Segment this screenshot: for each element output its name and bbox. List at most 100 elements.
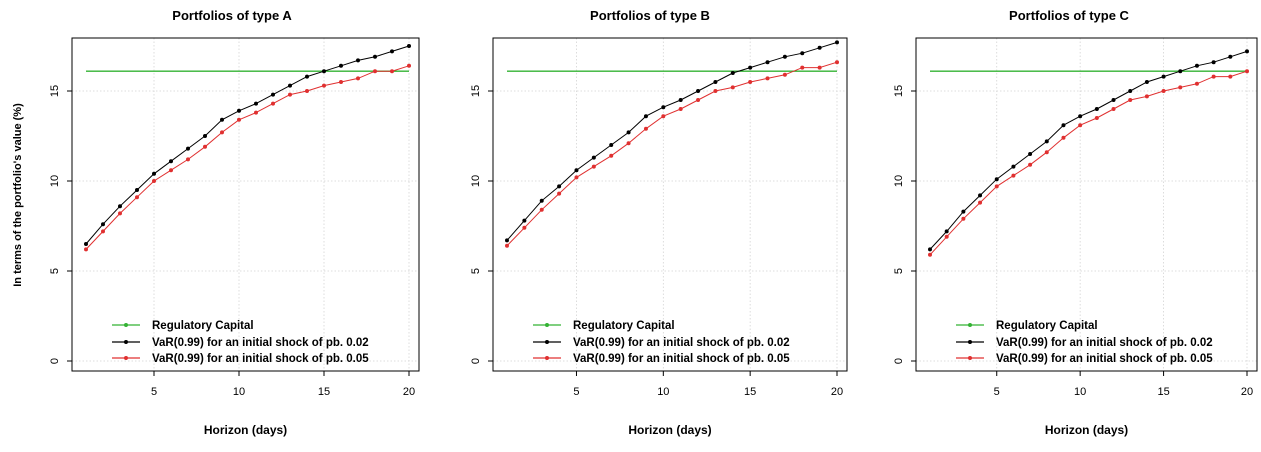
data-point <box>1245 49 1249 54</box>
data-point <box>609 143 614 147</box>
data-point <box>305 74 309 79</box>
series-line-3 <box>506 61 838 247</box>
data-point <box>1028 152 1033 156</box>
data-point <box>186 157 190 162</box>
x-tick-label: 20 <box>831 386 843 398</box>
y-tick-label: 15 <box>893 85 905 97</box>
y-tick-label: 10 <box>49 175 61 187</box>
x-tick-label: 10 <box>1074 386 1086 398</box>
data-point <box>835 40 839 45</box>
plot-frame <box>492 37 848 372</box>
data-point <box>135 188 139 192</box>
data-point <box>220 117 224 122</box>
data-point <box>169 159 173 164</box>
x-tick-label: 5 <box>151 386 157 398</box>
x-axis-label: Horizon (days) <box>628 423 711 437</box>
data-point <box>1194 63 1199 68</box>
data-point <box>817 65 822 70</box>
data-point <box>373 54 377 59</box>
x-tick-label: 15 <box>744 386 756 398</box>
data-point <box>1061 135 1066 140</box>
legend-marker <box>545 323 549 327</box>
y-tick-label: 15 <box>49 85 61 97</box>
data-point <box>1228 74 1233 79</box>
data-point <box>407 44 411 48</box>
legend-marker <box>968 323 972 327</box>
data-point <box>1245 69 1249 74</box>
data-point <box>1161 89 1166 93</box>
x-tick-label: 10 <box>233 386 245 398</box>
chart-panel-1: Portfolios of type A 5 10 15 20 0 5 10 15 Horizon… <box>49 8 420 437</box>
data-point <box>994 184 999 189</box>
data-point <box>1178 69 1183 74</box>
y-tick-label: 0 <box>893 358 905 364</box>
data-point <box>356 76 360 81</box>
data-point <box>928 247 932 252</box>
data-point <box>505 243 509 248</box>
y-axis-label: In terms of the portfolio's value (%) <box>12 103 24 287</box>
y-tick-label: 0 <box>49 358 61 364</box>
data-point <box>978 193 983 198</box>
data-point <box>961 209 966 214</box>
data-point <box>713 89 718 93</box>
data-point <box>254 101 258 106</box>
data-point <box>994 177 999 182</box>
data-point <box>186 146 190 151</box>
data-point <box>944 229 949 234</box>
data-point <box>609 153 614 158</box>
data-point <box>522 225 527 230</box>
data-point <box>1211 74 1216 79</box>
x-tick-label: 10 <box>657 386 669 398</box>
legend-marker <box>545 356 549 360</box>
x-axis-label: Horizon (days) <box>204 423 287 437</box>
data-point <box>730 85 735 90</box>
data-point <box>237 108 241 113</box>
data-point <box>643 126 648 131</box>
data-point <box>237 117 241 122</box>
legend-marker <box>968 356 972 360</box>
data-point <box>356 58 360 63</box>
legend-label: VaR(0.99) for an initial shock of pb. 0.… <box>996 353 1213 365</box>
data-point <box>574 168 579 173</box>
chart-panel-3: Portfolios of type C 5 10 15 20 0 5 10 15 Horizon… <box>893 8 1258 437</box>
data-point <box>288 83 292 88</box>
data-point <box>373 69 377 74</box>
data-point <box>1028 162 1033 167</box>
data-point <box>539 207 544 212</box>
data-point <box>390 69 394 74</box>
data-point <box>1194 81 1199 86</box>
data-point <box>522 218 527 223</box>
data-point <box>678 98 683 102</box>
data-point <box>101 229 105 234</box>
legend-label: VaR(0.99) for an initial shock of pb. 0.… <box>573 337 790 349</box>
data-point <box>203 144 207 149</box>
data-point <box>835 60 839 65</box>
data-point <box>1094 116 1099 120</box>
data-point <box>626 130 631 135</box>
data-point <box>591 155 596 160</box>
data-point <box>765 76 770 81</box>
data-point <box>1128 98 1133 102</box>
x-tick-label: 5 <box>994 386 1000 398</box>
data-point <box>961 216 966 221</box>
data-point <box>390 49 394 54</box>
data-point <box>748 80 753 84</box>
series-line-3 <box>85 65 410 250</box>
legend: Regulatory Capital VaR(0.99) for an initi… <box>533 320 790 365</box>
legend-label: Regulatory Capital <box>152 320 254 332</box>
data-point <box>1111 98 1116 102</box>
data-point <box>626 141 631 146</box>
data-point <box>661 114 666 119</box>
chart-title: Portfolios of type C <box>1009 8 1130 23</box>
data-point <box>84 242 88 246</box>
legend-marker <box>124 323 128 327</box>
data-point <box>782 54 787 59</box>
data-point <box>322 83 326 88</box>
data-point <box>539 198 544 203</box>
data-point <box>288 92 292 97</box>
y-tick-label: 10 <box>470 175 482 187</box>
data-point <box>152 179 156 183</box>
data-point <box>928 252 932 257</box>
x-tick-label: 15 <box>318 386 330 398</box>
